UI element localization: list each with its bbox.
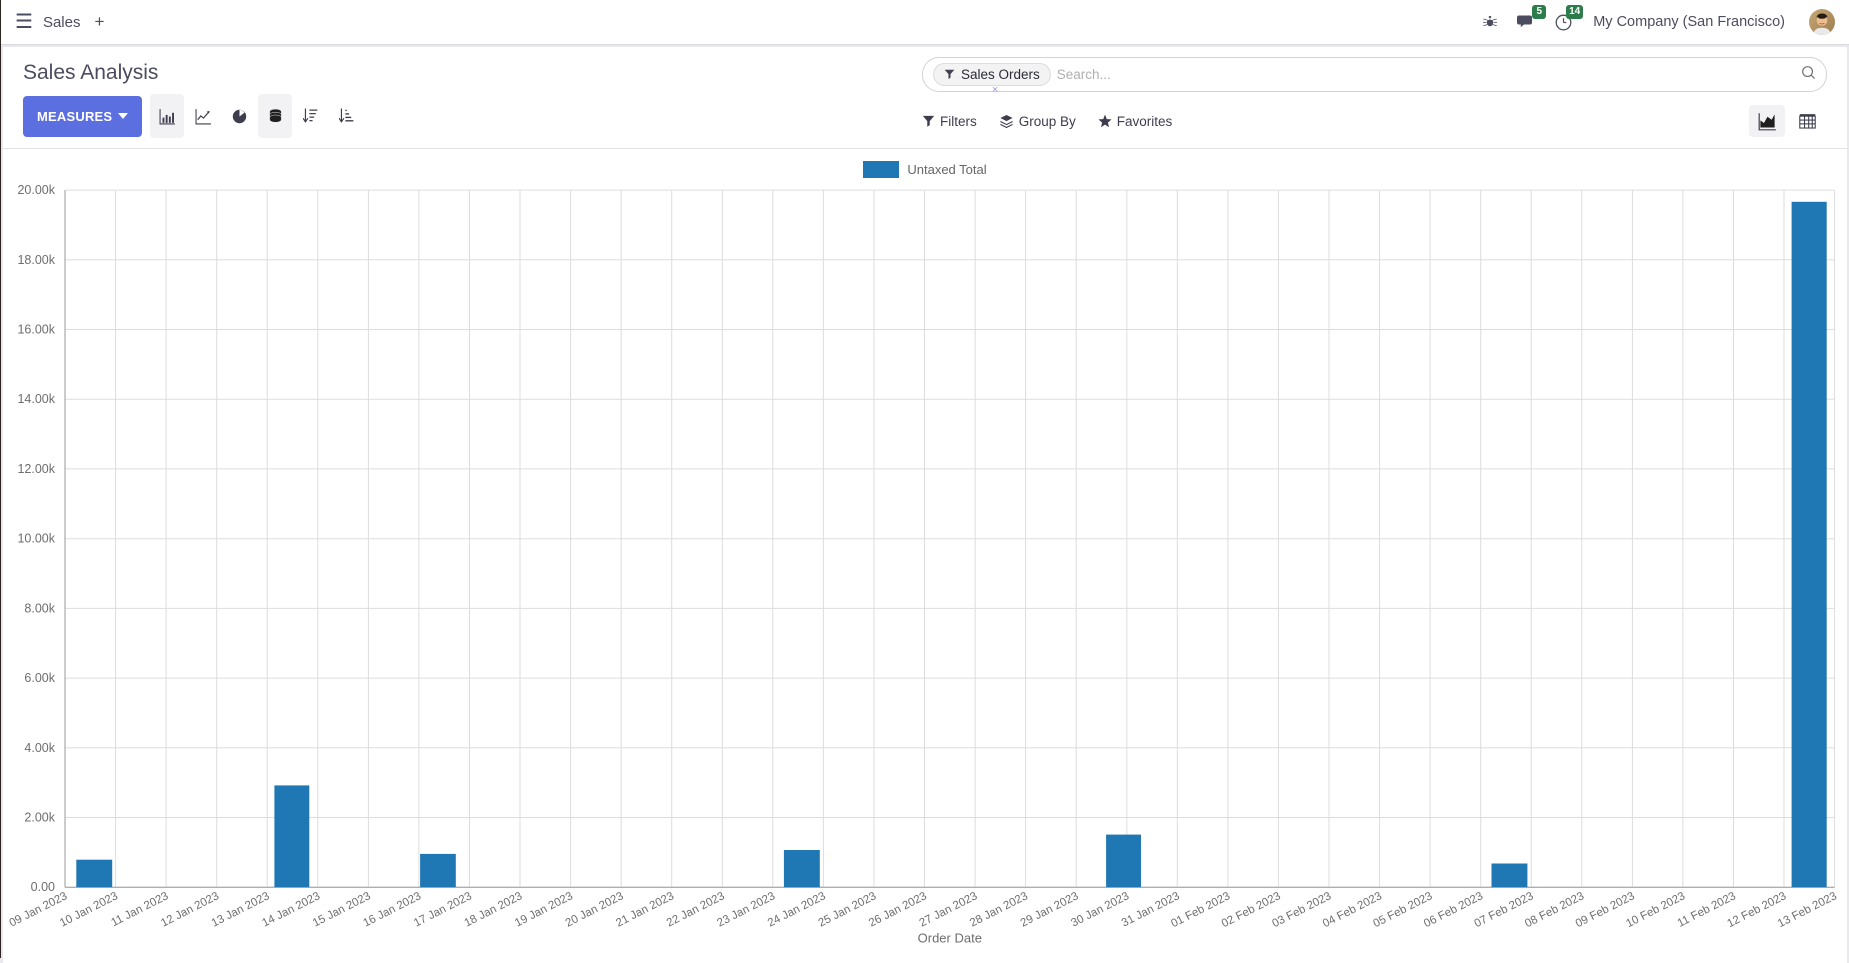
svg-text:10 Jan 2023: 10 Jan 2023: [58, 890, 120, 929]
svg-text:6.00k: 6.00k: [24, 671, 55, 685]
svg-text:0.00: 0.00: [31, 880, 55, 894]
svg-text:20.00k: 20.00k: [17, 183, 55, 197]
svg-text:16.00k: 16.00k: [17, 323, 55, 337]
svg-text:18.00k: 18.00k: [17, 253, 55, 267]
svg-text:4.00k: 4.00k: [24, 741, 55, 755]
svg-text:2.00k: 2.00k: [24, 811, 55, 825]
svg-text:8.00k: 8.00k: [24, 602, 55, 616]
svg-text:14.00k: 14.00k: [17, 392, 55, 406]
svg-text:Order Date: Order Date: [918, 931, 982, 946]
svg-text:12.00k: 12.00k: [17, 462, 55, 476]
svg-text:10.00k: 10.00k: [17, 532, 55, 546]
